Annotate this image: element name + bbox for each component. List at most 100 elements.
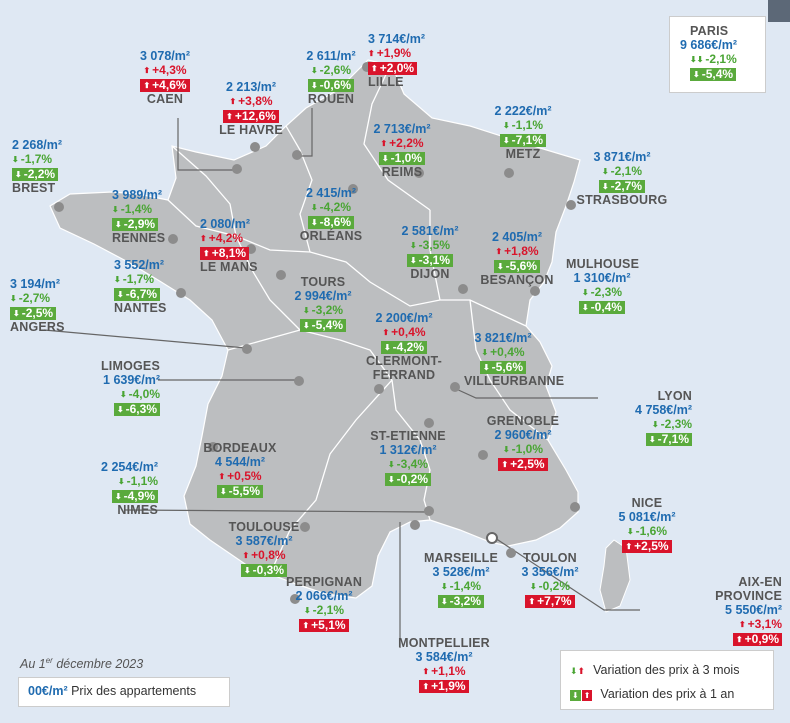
arrow-down-icon: ⬇ [117, 477, 125, 486]
city-toulon: TOULON 3 356€/m² ⬇ -0,2% ⬆ +7,7% [512, 551, 588, 608]
arrow-up-icon: ⬆ [242, 551, 250, 560]
var-1y-value: -3,1% [418, 253, 451, 267]
var-1y: ⬇ -4,9% [111, 489, 158, 503]
marker-metz [504, 168, 514, 178]
arrow-down-icon: ⬇ [387, 475, 395, 484]
arrow-down-icon: ⬇ [115, 220, 122, 229]
var-3m-value: +4,2% [208, 231, 244, 245]
arrow-up-icon: ⬆ [625, 542, 633, 551]
arrow-up-icon: ⬆ [380, 139, 388, 148]
var-1y: ⬇ -3,2% [437, 595, 485, 608]
var-1y-value: -6,3% [125, 402, 157, 416]
city-lemans: 2 080/m² ⬆ +4,2% ⬆ +8,1% LE MANS [200, 217, 272, 274]
arrow-1y-icon: ⬇ ⬆ [570, 690, 593, 701]
city-name: ORLÉANS [299, 229, 363, 243]
var-1y-value: -4,2% [392, 340, 425, 354]
arrow-down-icon: ⬇ [502, 136, 510, 145]
var-3m: ⬆ +3,8% [216, 94, 286, 109]
var-1y: ⬇ -0,3% [240, 564, 288, 577]
arrow-down-icon: ⬇ [601, 167, 609, 176]
arrow-down-icon: ⬇ [112, 205, 119, 214]
var-1y: ⬇ -5,5% [216, 485, 264, 498]
leader-lines [43, 108, 640, 648]
city-grenoble: GRENOBLE 2 960€/m² ⬇ -1,0% ⬆ +2,5% [484, 414, 562, 471]
region-borders [167, 65, 549, 575]
marker-nimes [424, 506, 434, 516]
city-name: MARSEILLE [423, 551, 499, 565]
city-orleans: 2 415/m² ⬇ -4,2% ⬇ -8,6% ORLÉANS [296, 186, 366, 243]
var-3m: ⬆ +0,4% [362, 325, 446, 340]
city-villeurbanne: 3 821€/m² ⬇ +0,4% ⬇ -5,6% VILLEURBANNE [464, 331, 564, 388]
arrow-up-icon: ⬆ [226, 112, 233, 121]
arrow-down-icon: ⬇ [383, 343, 391, 352]
var-3m-value: +0,4% [391, 325, 426, 339]
var-1y-value: -4,9% [123, 489, 155, 503]
city-price: 2 960€/m² [494, 428, 552, 442]
var-3m: ⬇ -2,7% [10, 291, 80, 306]
var-3m-value: -4,2% [319, 200, 352, 214]
var-1y-value: -2,2% [23, 167, 56, 181]
var-1y-value: -5,6% [505, 259, 538, 273]
var-1y-value: +8,1% [211, 246, 247, 260]
var-1y: ⬇ -0,4% [578, 301, 626, 314]
arrow-down-icon: ⬇ [626, 527, 634, 536]
city-price: 3 989/m² [112, 188, 163, 202]
marker-grenoble [478, 450, 488, 460]
marker-perpignan [290, 594, 300, 604]
marker-toulouse [300, 522, 310, 532]
var-3m-value: -1,4% [120, 202, 153, 216]
var-1y: ⬆ +7,7% [525, 595, 575, 608]
var-3m-value: +1,9% [376, 46, 412, 60]
marker-tours [276, 270, 286, 280]
city-price: 9 686€/m² [680, 38, 737, 52]
arrow-down-icon: ⬇ [481, 348, 489, 357]
marker-clermont [374, 384, 384, 394]
arrow-down-icon: ⬇ [387, 460, 395, 469]
arrow-up-icon: ⬆ [143, 81, 151, 90]
city-price: 4 544/m² [214, 455, 266, 469]
city-price: 2 994€/m² [294, 289, 352, 303]
arrow-down-icon: ⬇ [440, 582, 448, 591]
city-price: 1 310€/m² [573, 271, 631, 285]
var-1y-value: +0,9% [744, 632, 779, 646]
var-1y-value: +2,0% [379, 61, 415, 75]
arrow-down-icon: ⬇ [219, 487, 227, 496]
city-bordeaux: BORDEAUX 4 544/m² ⬆ +0,5% ⬇ -5,5% [202, 441, 278, 498]
var-3m-value: -1,1% [126, 474, 158, 488]
arrow-down-icon: ⬇ [15, 170, 22, 179]
city-name: REIMS [381, 165, 423, 179]
city-price: 2 222€/m² [494, 104, 552, 118]
var-3m-value: -2,1% [312, 603, 345, 617]
var-3m-value: +4,3% [152, 63, 187, 77]
city-price: 3 871€/m² [593, 150, 651, 164]
marker-strasbourg [566, 200, 576, 210]
city-mulhouse: MULHOUSE 1 310€/m² ⬇ -2,3% ⬇ -0,4% [566, 257, 639, 314]
var-3m-value: -2,1% [705, 52, 737, 66]
marker-rennes [168, 234, 178, 244]
legend-price: 00€/m² Prix des appartements [18, 677, 230, 707]
var-1y: ⬆ +4,6% [140, 79, 190, 92]
city-lyon: LYON 4 758€/m² ⬇ -2,3% ⬇ -7,1% [604, 389, 692, 446]
var-1y-value: -2,9% [123, 217, 156, 231]
city-marseille: MARSEILLE 3 528€/m² ⬇ -1,4% ⬇ -3,2% [420, 551, 502, 608]
var-3m-value: -2,6% [319, 63, 352, 77]
city-price: 3 821€/m² [474, 331, 532, 345]
city-name: LYON [657, 389, 692, 403]
var-3m: ⬇ -1,0% [484, 442, 562, 457]
city-price: 3 528€/m² [432, 565, 490, 579]
var-1y: ⬇ -3,1% [406, 253, 454, 267]
city-price: 2 581€/m² [401, 224, 459, 238]
var-1y: ⬇ -2,2% [12, 167, 59, 181]
var-3m: ⬇ -1,1% [488, 118, 558, 133]
var-1y: ⬇ -5,6% [493, 259, 541, 273]
var-1y: ⬇ -0,6% [307, 79, 355, 92]
city-name: LILLE [368, 75, 404, 89]
arrow-up-icon: ⬆ [501, 460, 509, 469]
arrow-down-icon: ⬇ [651, 420, 659, 429]
var-3m-value: -1,0% [511, 442, 544, 456]
arrow-up-icon: ⬆ [422, 682, 430, 691]
city-name: NANTES [114, 301, 167, 315]
var-1y-value: +12,6% [234, 109, 276, 123]
marker-besancon [530, 286, 540, 296]
var-3m-value: -1,1% [511, 118, 544, 132]
